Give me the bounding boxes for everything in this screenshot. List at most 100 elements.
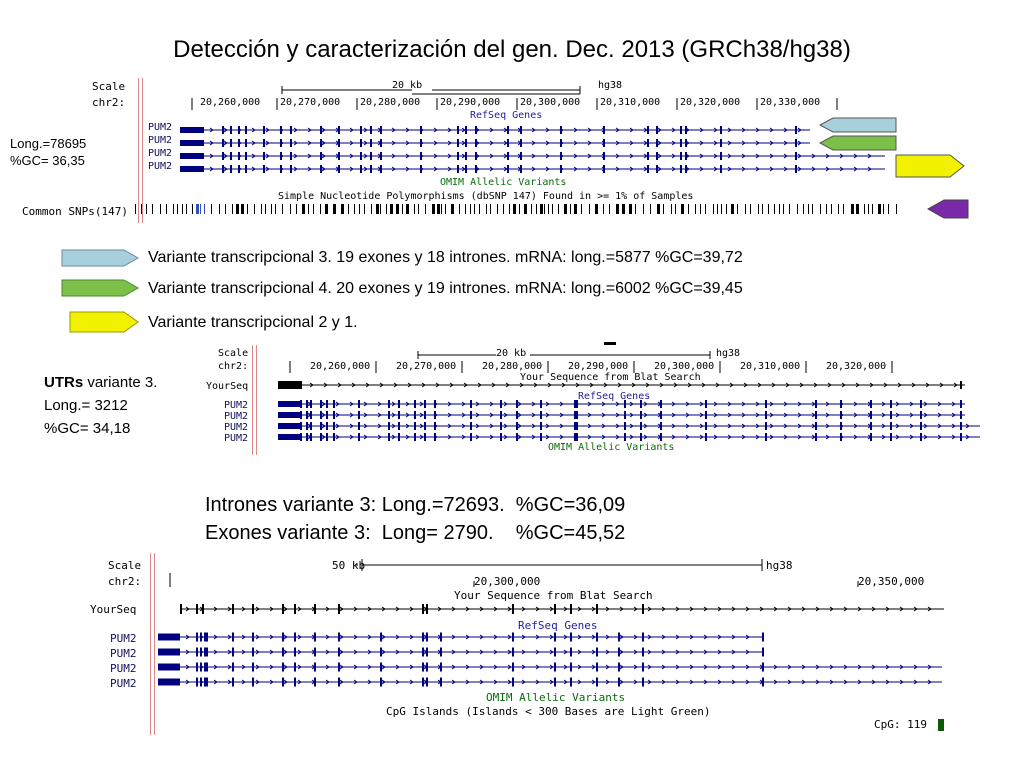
strand-chevron [391, 425, 396, 429]
strand-chevron [605, 649, 610, 653]
strand-chevron [307, 153, 312, 157]
strand-chevron [629, 434, 634, 438]
strand-chevron [377, 401, 382, 405]
strand-chevron [349, 166, 354, 170]
strand-chevron [405, 155, 410, 159]
strand-chevron [867, 414, 872, 418]
strand-chevron [853, 434, 858, 438]
strand-chevron [757, 382, 762, 386]
snp-mark [779, 204, 780, 214]
exon-mark [540, 433, 542, 441]
snp-mark [490, 204, 491, 214]
strand-chevron [867, 423, 872, 427]
strand-chevron [269, 681, 274, 685]
snp-mark [808, 204, 809, 214]
strand-chevron [307, 434, 312, 438]
strand-chevron [731, 681, 736, 685]
snp-mark [196, 204, 199, 214]
strand-chevron [349, 436, 354, 440]
strand-chevron [489, 155, 494, 159]
snp-mark [888, 204, 889, 214]
yourseq-exon [570, 604, 572, 614]
strand-chevron [311, 666, 316, 670]
exon-mark [470, 411, 472, 419]
snp-mark [768, 204, 769, 214]
strand-chevron [549, 608, 554, 612]
snp-mark [663, 204, 664, 214]
strand-chevron [535, 651, 540, 655]
strand-chevron [447, 127, 452, 131]
exon-mark [840, 422, 842, 430]
strand-chevron [545, 423, 550, 427]
strand-chevron [577, 679, 582, 683]
strand-chevron [783, 436, 788, 440]
strand-chevron [825, 168, 830, 172]
strand-chevron [769, 140, 774, 144]
exon-mark [570, 632, 572, 642]
strand-chevron [363, 436, 368, 440]
strand-chevron [965, 425, 970, 429]
strand-chevron [461, 140, 466, 144]
strand-chevron [703, 679, 708, 683]
strand-chevron [465, 681, 470, 685]
strand-chevron [395, 608, 400, 612]
exon-mark [512, 647, 514, 657]
strand-chevron [713, 425, 718, 429]
exon-mark [196, 632, 198, 642]
strand-chevron [727, 423, 732, 427]
strand-chevron [545, 403, 550, 407]
strand-chevron [703, 649, 708, 653]
strand-chevron [321, 153, 326, 157]
strand-chevron [391, 434, 396, 438]
strand-chevron [241, 636, 246, 640]
snp-mark [629, 204, 632, 214]
snp-mark [414, 204, 415, 214]
snp-mark [261, 204, 262, 214]
strand-chevron [573, 140, 578, 144]
strand-chevron [689, 681, 694, 685]
exon-mark [720, 126, 722, 134]
strand-chevron [773, 681, 778, 685]
strand-chevron [633, 608, 638, 612]
strand-chevron [255, 666, 260, 670]
strand-chevron [251, 140, 256, 144]
strand-chevron [339, 681, 344, 685]
strand-chevron [405, 403, 410, 407]
strand-chevron [839, 414, 844, 418]
exon-mark [232, 662, 234, 672]
strand-chevron [839, 166, 844, 170]
exon-mark [574, 411, 576, 419]
strand-chevron [335, 129, 340, 133]
strand-chevron [741, 403, 746, 407]
strand-chevron [269, 606, 274, 610]
utr-block [180, 153, 204, 159]
strand-chevron [531, 142, 536, 146]
exon-mark [596, 662, 598, 672]
yourseq-exon [426, 604, 428, 614]
exon-mark [512, 677, 514, 687]
exon-mark [720, 139, 722, 147]
strand-chevron [279, 168, 284, 172]
strand-chevron [755, 412, 760, 416]
strand-chevron [489, 403, 494, 407]
strand-chevron [629, 412, 634, 416]
exon-mark [282, 632, 284, 642]
strand-chevron [241, 606, 246, 610]
snp-mark [296, 204, 297, 214]
strand-chevron [661, 664, 666, 668]
strand-chevron [591, 666, 596, 670]
strand-chevron [517, 142, 522, 146]
strand-chevron [549, 634, 554, 638]
snp-mark [609, 204, 610, 214]
strand-chevron [405, 434, 410, 438]
exon-mark [457, 139, 459, 147]
strand-chevron [857, 606, 862, 610]
strand-chevron [647, 636, 652, 640]
strand-chevron [349, 142, 354, 146]
position-7: 20,330,000 [760, 97, 821, 108]
strand-chevron [255, 634, 260, 638]
strand-chevron [629, 129, 634, 133]
strand-chevron [447, 168, 452, 172]
exon-mark [204, 662, 206, 672]
exon-mark [420, 139, 422, 147]
